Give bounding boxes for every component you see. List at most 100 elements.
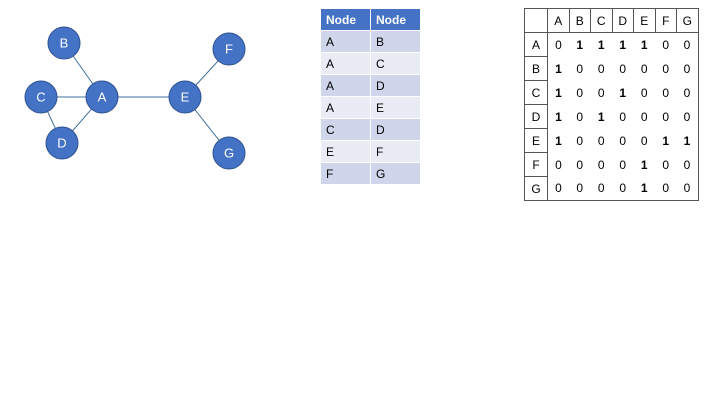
matrix-cell: 0 (640, 61, 648, 76)
matrix-cell: 0 (547, 176, 569, 201)
matrix-cell: 0 (576, 85, 584, 100)
matrix-cell: 0 (640, 133, 648, 148)
node-g: G (212, 136, 246, 170)
matrix-cell: 0 (676, 152, 699, 177)
matrix-cell: 0 (662, 37, 670, 52)
matrix-cell: 0 (676, 176, 699, 201)
table-cell: A (320, 96, 371, 119)
matrix-cell: 0 (576, 157, 584, 172)
table-cell: C (370, 52, 421, 75)
matrix-column-header: E (633, 8, 655, 33)
table-cell: G (370, 162, 421, 185)
matrix-cell: 0 (597, 157, 605, 172)
matrix-cell: 0 (676, 32, 699, 57)
edge-table-header-cell: Node (370, 8, 421, 31)
matrix-cell: 0 (676, 104, 699, 129)
matrix-cell: 0 (590, 176, 612, 201)
edge-table-header: Node Node (320, 8, 421, 31)
matrix-cell: 1 (619, 37, 627, 52)
matrix-column-header: F (654, 8, 677, 33)
matrix-cell: 0 (662, 61, 670, 76)
table-cell: E (370, 96, 421, 119)
node-circle (168, 80, 202, 114)
node-circle (212, 136, 246, 170)
node-c: C (24, 80, 58, 114)
table-cell: E (320, 140, 371, 163)
table-cell: A (320, 52, 371, 75)
matrix-cell: 1 (597, 37, 605, 52)
matrix-cell: 1 (662, 133, 670, 148)
matrix-cell: 1 (555, 61, 562, 76)
matrix-row-header: A (524, 32, 548, 57)
matrix-cell: 0 (619, 157, 627, 172)
table-cell: F (320, 162, 371, 185)
matrix-cell: 1 (555, 133, 562, 148)
matrix-cell: 1 (555, 85, 562, 100)
matrix-cell: 0 (576, 109, 584, 124)
edge-table-header-cell: Node (320, 8, 371, 31)
table-cell: C (320, 118, 371, 141)
table-cell: D (370, 118, 421, 141)
node-f: F (212, 32, 246, 66)
matrix-cell: 1 (555, 109, 562, 124)
matrix-column-header: C (590, 8, 612, 33)
node-circle (45, 126, 79, 160)
matrix-cell: 0 (569, 176, 591, 201)
node-d: D (45, 126, 79, 160)
matrix-cell: 0 (576, 61, 584, 76)
matrix-cell: 1 (640, 157, 648, 172)
matrix-cell: 1 (619, 85, 627, 100)
matrix-cell: 0 (676, 80, 699, 105)
matrix-cell: 0 (612, 176, 634, 201)
matrix-cell: 1 (640, 37, 648, 52)
matrix-cell: 0 (555, 157, 562, 172)
matrix-row-header: D (524, 104, 548, 129)
matrix-corner-cell (524, 8, 548, 33)
matrix-cell: 0 (655, 176, 677, 201)
matrix-cell: 1 (676, 128, 699, 153)
matrix-row-header: C (524, 80, 548, 105)
node-circle (47, 26, 81, 60)
node-b: B (47, 26, 81, 60)
graph-diagram: A B C D E F G (24, 26, 246, 170)
matrix-row-header: F (524, 152, 548, 177)
matrix-cell: 0 (662, 85, 670, 100)
matrix-cell: 1 (576, 37, 584, 52)
matrix-row-header: G (524, 176, 548, 201)
matrix-column-header: G (676, 8, 699, 33)
matrix-cell: 1 (597, 109, 605, 124)
node-a: A (85, 80, 119, 114)
matrix-cell: 0 (662, 109, 670, 124)
node-label: D (57, 136, 66, 151)
table-cell: F (370, 140, 421, 163)
node-label: C (36, 90, 45, 105)
matrix-cell: 0 (597, 61, 605, 76)
table-cell: A (320, 74, 371, 97)
matrix-cell: 0 (640, 109, 648, 124)
matrix-cell: 1 (633, 176, 655, 201)
node-label: G (224, 146, 234, 161)
matrix-cell: 0 (619, 109, 627, 124)
node-circle (85, 80, 119, 114)
matrix-column-header: B (568, 8, 591, 33)
table-cell: A (320, 30, 371, 53)
matrix-row-header: E (524, 128, 548, 153)
matrix-cell: 0 (676, 56, 699, 81)
matrix-cell: 0 (576, 133, 584, 148)
node-circle (24, 80, 58, 114)
matrix-column-header: A (547, 8, 569, 33)
matrix-cell: 0 (597, 133, 605, 148)
matrix-cell: 0 (555, 37, 562, 52)
matrix-cell: 0 (662, 157, 670, 172)
